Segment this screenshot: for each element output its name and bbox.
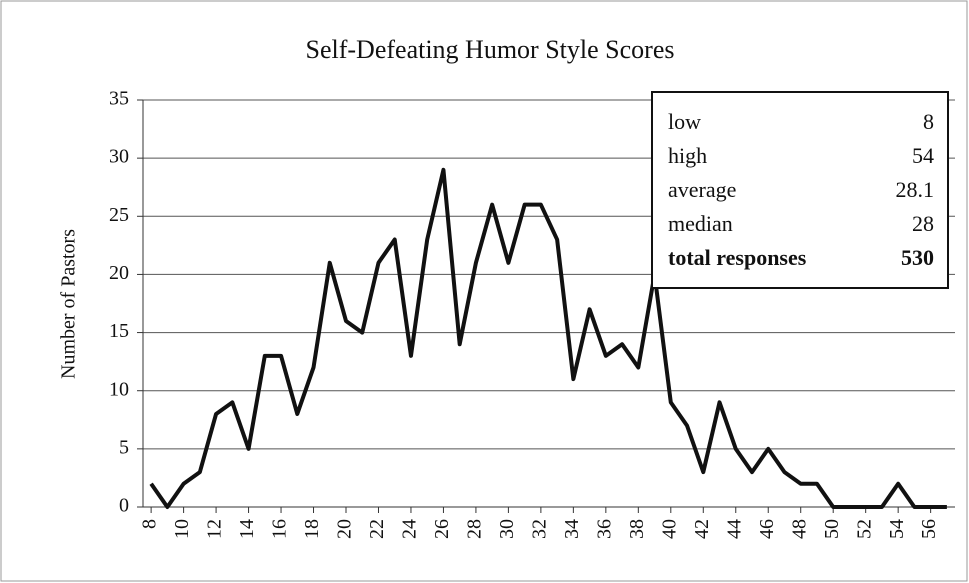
stats-box [651,91,949,289]
x-tick-label: 54 [886,519,908,539]
x-tick-label: 42 [691,519,713,539]
stats-label: average [668,177,736,202]
x-tick-label: 52 [853,519,875,539]
y-tick-label: 25 [109,204,129,226]
y-tick-label: 0 [119,495,129,517]
stats-label: total responses [668,245,807,270]
stats-value: 54 [912,143,934,168]
x-tick-label: 50 [821,519,843,539]
x-tick-label: 28 [464,519,486,539]
x-tick-label: 8 [139,519,161,529]
stats-label: high [668,143,707,168]
x-tick-label: 26 [431,519,453,539]
y-tick-label: 30 [109,146,129,168]
x-tick-label: 10 [171,519,193,539]
x-tick-label: 30 [496,519,518,539]
stats-value: 28.1 [896,177,935,202]
chart-title: Self-Defeating Humor Style Scores [306,35,675,64]
x-tick-label: 56 [918,519,940,539]
y-tick-label: 35 [109,88,129,110]
x-tick-label: 16 [269,519,291,539]
x-tick-label: 12 [204,519,226,539]
stats-value: 28 [912,211,934,236]
y-axis-label: Number of Pastors [58,229,80,379]
x-tick-label: 22 [366,519,388,539]
stats-label: median [668,211,733,236]
stats-value: 530 [901,245,934,270]
stats-value: 8 [923,109,934,134]
x-tick-label: 32 [528,519,550,539]
x-tick-label: 48 [788,519,810,539]
y-tick-label: 5 [119,436,129,458]
stats-label: low [668,109,701,134]
x-tick-label: 34 [561,519,583,539]
x-tick-label: 44 [723,519,745,539]
x-tick-label: 18 [301,519,323,539]
x-tick-label: 14 [236,519,258,539]
y-tick-label: 10 [109,378,129,400]
x-tick-label: 38 [626,519,648,539]
x-tick-label: 20 [334,519,356,539]
y-tick-label: 20 [109,262,129,284]
x-tick-label: 36 [593,519,615,539]
x-tick-label: 46 [756,519,778,539]
x-tick-label: 24 [399,519,421,539]
y-tick-label: 15 [109,320,129,342]
data-line [149,167,947,509]
x-tick-label: 40 [658,519,680,539]
